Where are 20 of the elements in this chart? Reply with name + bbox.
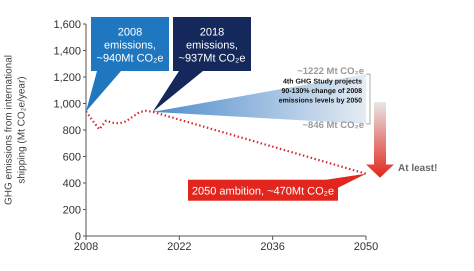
annotation: ~1222 Mt CO₂e	[297, 66, 364, 78]
x-tick-label: 2022	[167, 240, 192, 253]
y-tick-label: 1,200	[53, 72, 81, 84]
y-tick-label: 200	[62, 204, 81, 216]
y-axis-title: GHG emissions from international shipping (Mt CO₂e/year)	[4, 54, 28, 206]
y-tick-label: 600	[62, 151, 81, 164]
text: At least!	[398, 163, 438, 174]
y-tick-label: 0	[74, 230, 81, 243]
x-tick-label: 2036	[260, 240, 285, 253]
y-tick-label: 1,600	[53, 18, 81, 31]
y-tick-label: 800	[62, 124, 81, 137]
y-tick-label: 1,400	[53, 45, 81, 58]
annotation: 2050 ambition, ~470Mt CO₂e	[192, 186, 334, 198]
annotation: 2008 emissions, ~940Mt CO₂e	[96, 26, 164, 64]
x-tick-label: 2050	[354, 240, 378, 253]
y-tick-label: 400	[62, 178, 81, 190]
y-tick-label: 1,000	[53, 98, 81, 110]
annotation: ~846 Mt CO₂e	[302, 120, 364, 131]
annotation: 2018 emissions, ~937Mt CO₂e	[178, 26, 246, 64]
x-tick-label: 2008	[74, 240, 98, 253]
